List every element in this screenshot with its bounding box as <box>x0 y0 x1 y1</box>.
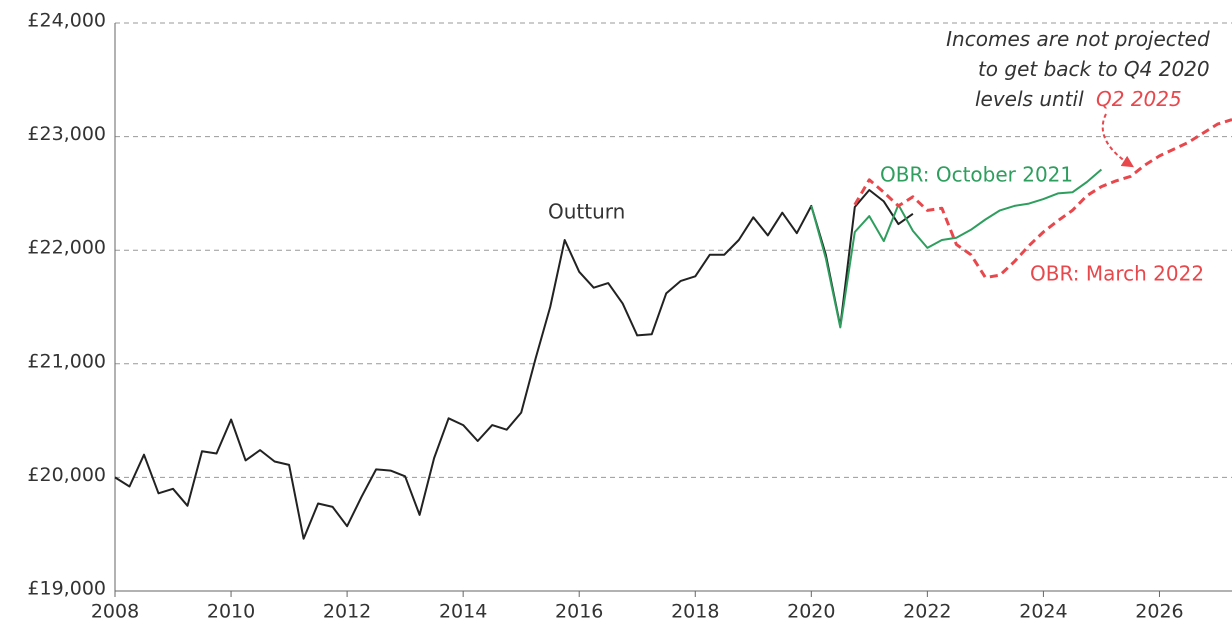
grid <box>114 22 1232 597</box>
x-tick-label: 2026 <box>1135 601 1183 623</box>
annotation-arrow <box>1101 113 1135 168</box>
series-label: Outturn <box>548 200 625 224</box>
y-tick-label: £24,000 <box>27 10 106 32</box>
annotation-highlight: Q2 2025 <box>1096 87 1182 111</box>
series-line <box>810 168 1103 329</box>
x-tick-label: 2016 <box>555 601 603 623</box>
x-tick-label: 2014 <box>439 601 487 623</box>
annotation-line: Incomes are not projected <box>946 27 1210 51</box>
y-tick-label: £20,000 <box>27 464 106 486</box>
y-tick-label: £22,000 <box>27 237 106 259</box>
y-tick-label: £23,000 <box>27 123 106 145</box>
y-tick-label: £19,000 <box>27 578 106 600</box>
x-tick-label: 2022 <box>903 601 951 623</box>
x-tick-label: 2008 <box>91 601 139 623</box>
series-label: OBR: October 2021 <box>880 163 1073 187</box>
lines <box>114 118 1232 540</box>
x-tick-label: 2018 <box>671 601 719 623</box>
x-tick-label: 2012 <box>323 601 371 623</box>
x-tick-label: 2024 <box>1019 601 1067 623</box>
series-line <box>114 189 914 540</box>
annotation-line: to get back to Q4 2020 <box>978 57 1210 81</box>
series-line <box>853 118 1232 279</box>
annotation: Incomes are not projected to get back to… <box>946 27 1216 111</box>
annotation-line: levels until <box>975 87 1084 111</box>
y-tick-label: £21,000 <box>27 350 106 372</box>
x-tick-label: 2010 <box>207 601 255 623</box>
series-label: OBR: March 2022 <box>1030 262 1204 286</box>
x-tick-label: 2020 <box>787 601 835 623</box>
